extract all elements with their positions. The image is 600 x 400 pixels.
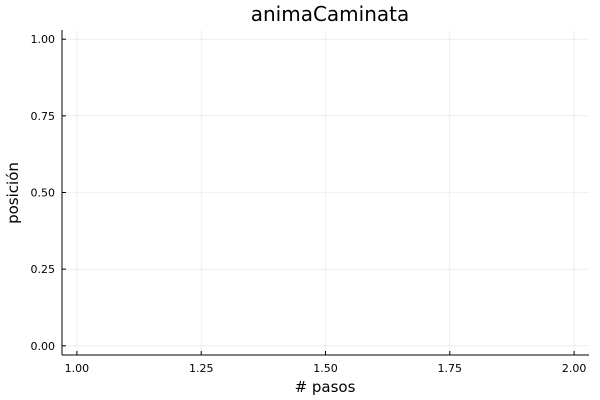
x-tick-label: 2.00: [562, 362, 587, 375]
y-axis-title: posición: [4, 162, 22, 224]
y-tick-label: 0.25: [31, 263, 56, 276]
y-ticks: 0.00 0.25 0.50 0.75 1.00: [31, 33, 66, 353]
y-tick-label: 0.75: [31, 110, 56, 123]
x-tick-label: 1.25: [189, 362, 214, 375]
x-tick-label: 1.00: [65, 362, 90, 375]
y-tick-label: 0.50: [31, 187, 56, 200]
x-ticks: 1.00 1.25 1.50 1.75 2.00: [65, 351, 587, 375]
y-tick-label: 1.00: [31, 33, 56, 46]
x-axis-title: # pasos: [295, 378, 356, 396]
x-tick-label: 1.75: [438, 362, 463, 375]
y-tick-label: 0.00: [31, 340, 56, 353]
x-tick-label: 1.50: [313, 362, 338, 375]
chart-title: animaCaminata: [251, 2, 410, 26]
grid: [62, 30, 589, 355]
